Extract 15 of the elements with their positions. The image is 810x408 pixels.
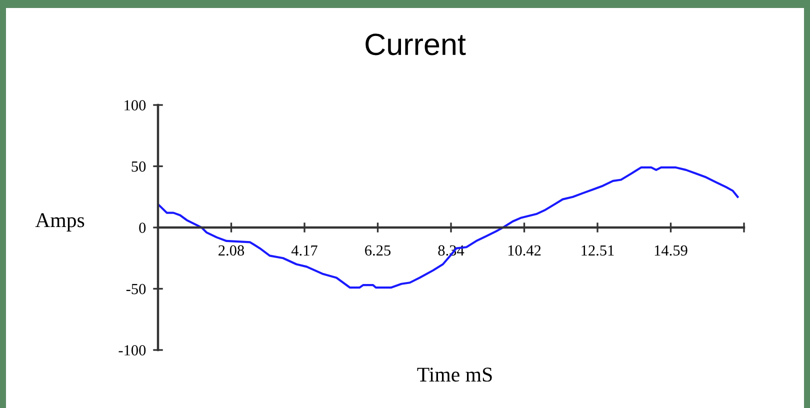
- y-tick-label: 0: [139, 222, 146, 233]
- line-series: [158, 166, 739, 289]
- x-tick-label: 2.08: [218, 245, 244, 256]
- x-tick-label: 4.17: [291, 245, 318, 256]
- y-tick-label: 50: [132, 161, 146, 172]
- y-tick-label: 100: [124, 100, 146, 110]
- y-axis-title: Amps: [35, 213, 84, 232]
- y-tick-label: -100: [118, 345, 146, 356]
- x-axis-title: Time mS: [417, 368, 492, 382]
- x-tick-label: 10.42: [508, 245, 541, 256]
- chart-title: Current: [366, 34, 466, 56]
- x-tick-label: 12.51: [582, 245, 614, 256]
- x-tick-label: 6.25: [365, 245, 391, 256]
- y-tick-label: -50: [126, 284, 146, 294]
- x-tick-label: 14.59: [654, 245, 688, 256]
